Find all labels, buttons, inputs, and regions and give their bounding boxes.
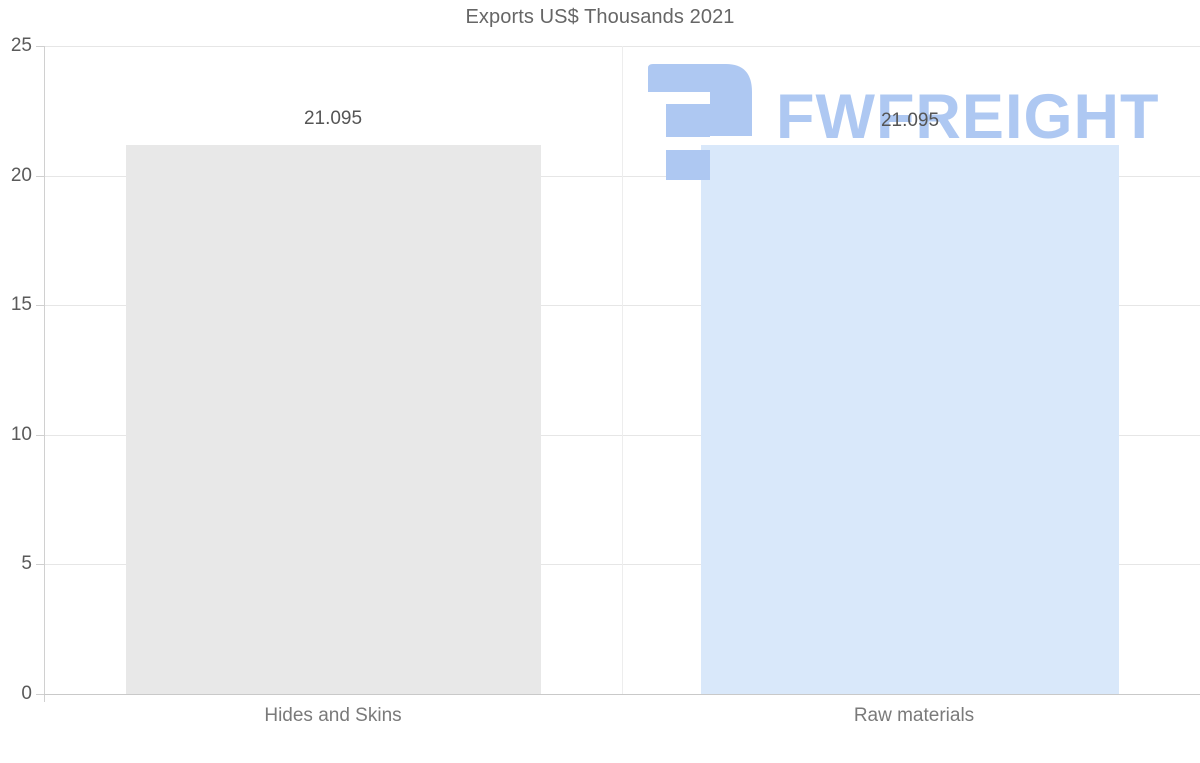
y-tick-mark-15: [36, 305, 45, 306]
bar-raw-materials[interactable]: [701, 145, 1119, 694]
y-tick-mark-20: [36, 176, 45, 177]
y-tick-label-25: 25: [10, 35, 32, 56]
x-axis-line: [44, 694, 1200, 695]
bar-hides-and-skins[interactable]: [126, 145, 541, 694]
y-tick-mark-5: [36, 564, 45, 565]
bar-value-label-raw-materials: 21.095: [880, 110, 940, 131]
x-category-label-hides-and-skins: Hides and Skins: [264, 705, 402, 726]
bar-value-label-hides-and-skins: 21.095: [303, 108, 363, 129]
y-tick-label-15: 15: [10, 294, 32, 315]
y-axis-line: [44, 46, 45, 702]
y-tick-label-5: 5: [21, 553, 32, 574]
y-tick-mark-25: [36, 46, 45, 47]
y-tick-label-20: 20: [10, 165, 32, 186]
plot-area: [44, 46, 1200, 694]
y-tick-label-0: 0: [21, 683, 32, 704]
y-tick-label-10: 10: [10, 424, 32, 445]
y-tick-mark-10: [36, 435, 45, 436]
category-separator: [622, 46, 623, 694]
x-category-label-raw-materials: Raw materials: [853, 705, 975, 726]
y-tick-mark-0: [36, 694, 45, 695]
chart-title: Exports US$ Thousands 2021: [465, 6, 735, 28]
